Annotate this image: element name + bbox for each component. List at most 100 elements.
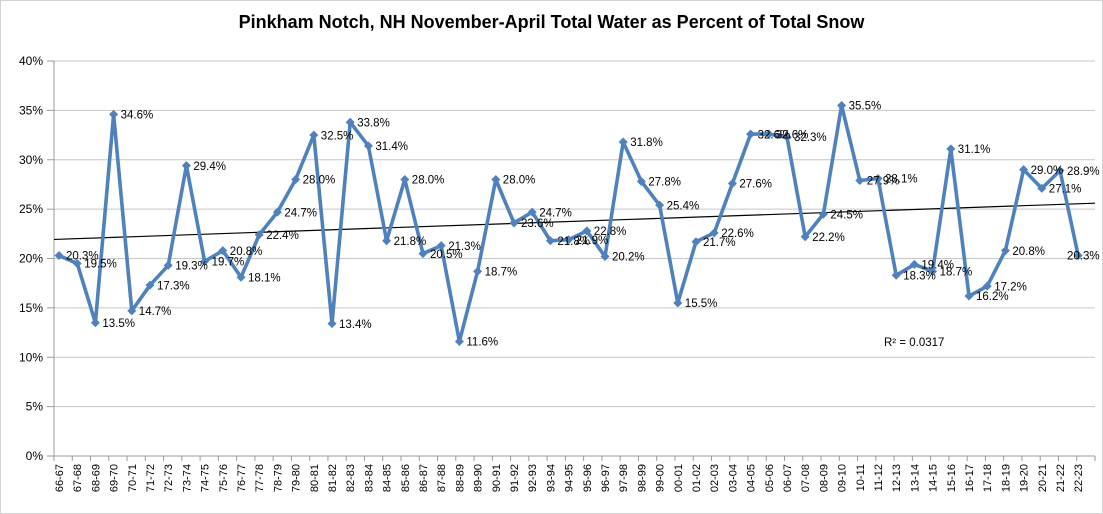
data-label: 21.3% <box>448 241 481 253</box>
data-label: 32.3% <box>794 132 827 144</box>
x-axis-label: 96-97 <box>600 464 612 492</box>
data-label: 29.0% <box>1031 165 1064 177</box>
data-label: 24.5% <box>830 209 863 221</box>
data-point-marker <box>473 266 483 276</box>
x-axis-label: 09-10 <box>837 464 849 492</box>
data-point-marker <box>545 236 555 246</box>
x-axis-label: 95-96 <box>582 464 594 492</box>
data-point-marker <box>909 259 919 269</box>
x-axis-label: 21-22 <box>1055 464 1067 492</box>
data-label: 27.6% <box>739 179 772 191</box>
data-label: 20.5% <box>430 249 463 261</box>
x-axis-label: 07-08 <box>800 464 812 492</box>
data-label: 18.7% <box>485 267 518 279</box>
data-point-marker <box>600 252 610 262</box>
data-label: 28.0% <box>303 175 336 187</box>
y-axis-label: 35% <box>19 103 43 117</box>
data-label: 29.4% <box>193 161 226 173</box>
chart-title: Pinkham Notch, NH November-April Total W… <box>238 12 865 32</box>
x-axis-label: 85-86 <box>400 464 412 492</box>
x-axis-label: 02-03 <box>709 464 721 492</box>
x-axis-label: 99-00 <box>655 464 667 492</box>
series-line <box>57 103 1080 344</box>
x-axis-label: 82-83 <box>345 464 357 492</box>
data-label: 24.7% <box>539 207 572 219</box>
x-axis-label: 79-80 <box>291 464 303 492</box>
data-point-marker <box>72 258 82 268</box>
data-point-marker <box>873 174 883 184</box>
x-axis-label: 92-93 <box>527 464 539 492</box>
data-point-marker <box>454 336 464 346</box>
data-label: 31.1% <box>958 144 991 156</box>
data-label: 32.6% <box>776 129 809 141</box>
x-axis-label: 87-88 <box>436 464 448 492</box>
data-label: 28.0% <box>412 175 445 187</box>
y-axis-label: 30% <box>19 153 43 167</box>
data-point-marker <box>837 100 847 110</box>
data-point-marker <box>127 306 137 316</box>
y-axis-label: 5% <box>26 400 44 414</box>
x-axis-label: 66-67 <box>54 464 66 492</box>
x-axis-label: 13-14 <box>909 464 921 492</box>
x-axis-label: 74-75 <box>200 464 212 492</box>
data-label: 20.8% <box>1012 246 1045 258</box>
data-point-marker <box>436 241 446 251</box>
x-axis-label: 20-21 <box>1037 464 1049 492</box>
data-label: 18.1% <box>248 272 281 284</box>
data-label: 21.8% <box>394 236 427 248</box>
data-point-marker <box>564 235 574 245</box>
data-point-marker <box>491 175 501 184</box>
data-label: 31.4% <box>375 141 408 153</box>
y-axis-label: 0% <box>26 449 44 463</box>
data-label: 21.8% <box>557 236 590 248</box>
x-axis-label: 94-95 <box>564 464 576 492</box>
data-label: 13.5% <box>102 318 135 330</box>
data-point-marker <box>309 130 319 140</box>
data-point-marker <box>673 298 683 308</box>
data-point-marker <box>327 319 337 329</box>
data-label: 11.6% <box>466 337 498 349</box>
data-point-marker <box>764 129 774 139</box>
data-label: 31.8% <box>630 137 663 149</box>
data-label: 32.6% <box>758 129 791 141</box>
x-axis-label: 83-84 <box>363 464 375 492</box>
x-axis-label: 71-72 <box>145 464 157 492</box>
data-label: 13.4% <box>339 319 372 331</box>
data-label: 27.9% <box>867 176 900 188</box>
x-axis-label: 75-76 <box>218 464 230 492</box>
x-axis-label: 06-07 <box>782 464 794 492</box>
data-point-marker <box>509 218 519 228</box>
y-axis-label: 20% <box>19 252 43 266</box>
data-point-marker <box>946 144 956 154</box>
x-axis-label: 14-15 <box>928 464 940 492</box>
x-axis-label: 97-98 <box>618 464 630 492</box>
data-point-marker <box>1037 183 1047 193</box>
data-label: 18.3% <box>903 270 936 282</box>
data-point-marker <box>982 281 992 291</box>
data-label: 20.3% <box>1067 251 1100 263</box>
x-axis-label: 18-19 <box>1000 464 1012 492</box>
data-label: 19.7% <box>212 257 245 269</box>
x-axis-label: 22-23 <box>1073 464 1085 492</box>
x-axis-label: 10-11 <box>855 464 867 491</box>
data-point-marker <box>582 226 592 236</box>
x-axis-label: 98-99 <box>636 464 648 492</box>
x-axis-label: 11-12 <box>873 464 885 491</box>
data-point-marker <box>691 237 701 247</box>
x-axis-label: 70-71 <box>127 464 139 492</box>
data-label: 24.7% <box>284 207 317 219</box>
data-label: 15.5% <box>685 298 718 310</box>
data-label: 17.3% <box>157 280 190 292</box>
data-point-marker <box>618 137 628 147</box>
data-point-marker <box>1000 246 1010 256</box>
data-point-marker <box>964 291 974 301</box>
x-axis-label: 90-91 <box>491 464 503 492</box>
y-axis-label: 25% <box>19 202 43 216</box>
y-axis-label: 15% <box>19 301 43 315</box>
data-label: 28.9% <box>1067 166 1100 178</box>
data-point-marker <box>527 207 537 217</box>
data-point-marker <box>363 141 373 151</box>
y-axis-label: 40% <box>19 54 43 68</box>
data-label: 21.9% <box>576 235 609 247</box>
